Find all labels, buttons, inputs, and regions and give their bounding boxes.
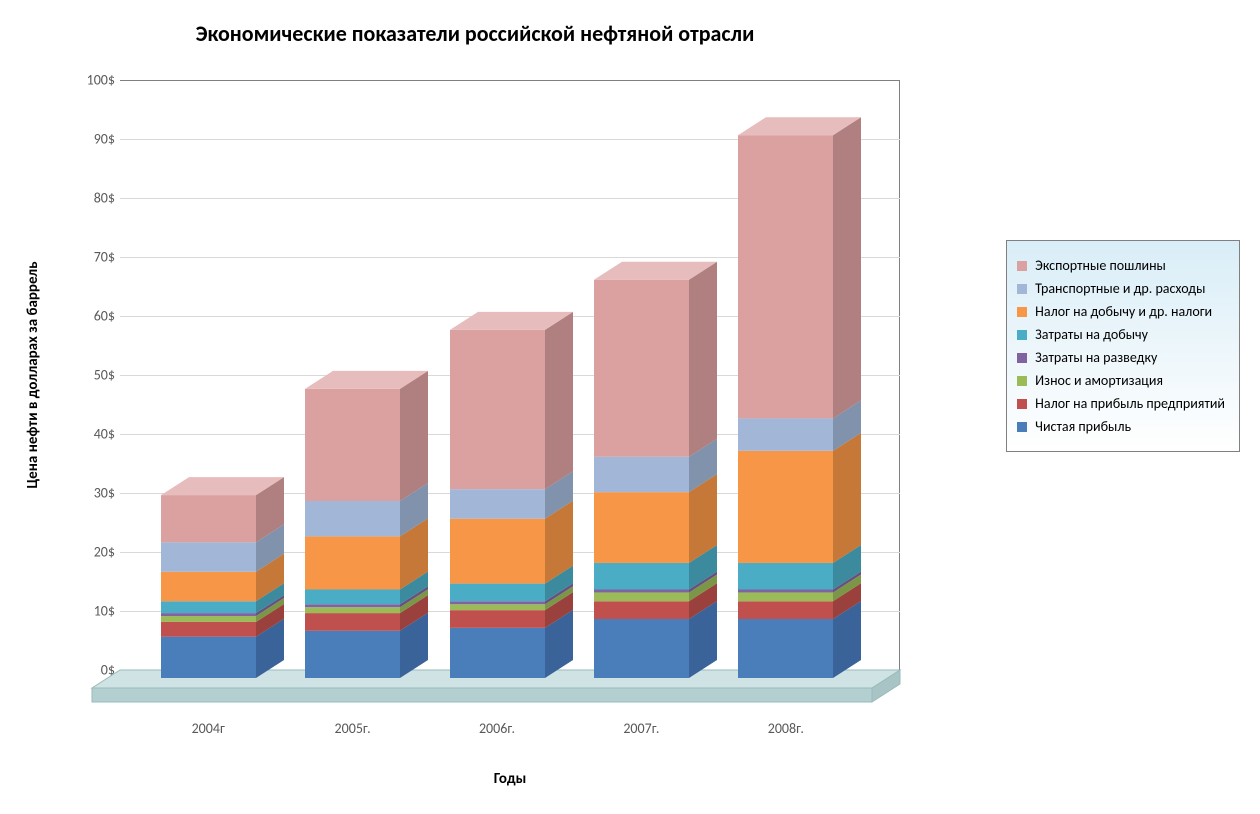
x-tick-label: 2005г. [288, 720, 418, 737]
y-axis-label: Цена нефти в долларах за баррель [24, 80, 42, 670]
legend-swatch [1017, 307, 1027, 317]
legend-item: Чистая прибыль [1017, 418, 1225, 435]
bar-column [305, 79, 430, 689]
legend-label: Чистая прибыль [1035, 418, 1131, 435]
legend-swatch [1017, 261, 1027, 271]
legend-swatch [1017, 422, 1027, 432]
legend-swatch [1017, 376, 1027, 386]
legend-item: Затраты на добычу [1017, 326, 1225, 343]
legend-swatch [1017, 353, 1027, 363]
legend-item: Затраты на разведку [1017, 349, 1225, 366]
bar-column [450, 79, 575, 689]
legend-item: Экспортные пошлины [1017, 257, 1225, 274]
legend: Экспортные пошлины Транспортные и др. рас… [1006, 240, 1240, 452]
legend-label: Износ и амортизация [1035, 372, 1163, 389]
x-tick-label: 2007г. [576, 720, 706, 737]
legend-label: Транспортные и др. расходы [1035, 280, 1205, 297]
legend-swatch [1017, 399, 1027, 409]
legend-label: Налог на добычу и др. налоги [1035, 303, 1212, 320]
legend-swatch [1017, 330, 1027, 340]
legend-label: Экспортные пошлины [1035, 257, 1166, 274]
bar-column [738, 79, 863, 689]
legend-item: Износ и амортизация [1017, 372, 1225, 389]
legend-item: Налог на прибыль предприятий [1017, 395, 1225, 412]
legend-swatch [1017, 284, 1027, 294]
x-tick-label: 2004г [143, 720, 273, 737]
legend-item: Налог на добычу и др. налоги [1017, 303, 1225, 320]
bar-column [594, 79, 719, 689]
chart-container: Экономические показатели российской нефт… [0, 0, 1260, 814]
legend-label: Затраты на добычу [1035, 326, 1148, 343]
legend-label: Налог на прибыль предприятий [1035, 395, 1225, 412]
x-tick-label: 2006г. [432, 720, 562, 737]
legend-item: Транспортные и др. расходы [1017, 280, 1225, 297]
bar-column [161, 79, 286, 689]
x-tick-label: 2008г. [721, 720, 851, 737]
legend-label: Затраты на разведку [1035, 349, 1157, 366]
x-axis-label: Годы [120, 770, 900, 788]
